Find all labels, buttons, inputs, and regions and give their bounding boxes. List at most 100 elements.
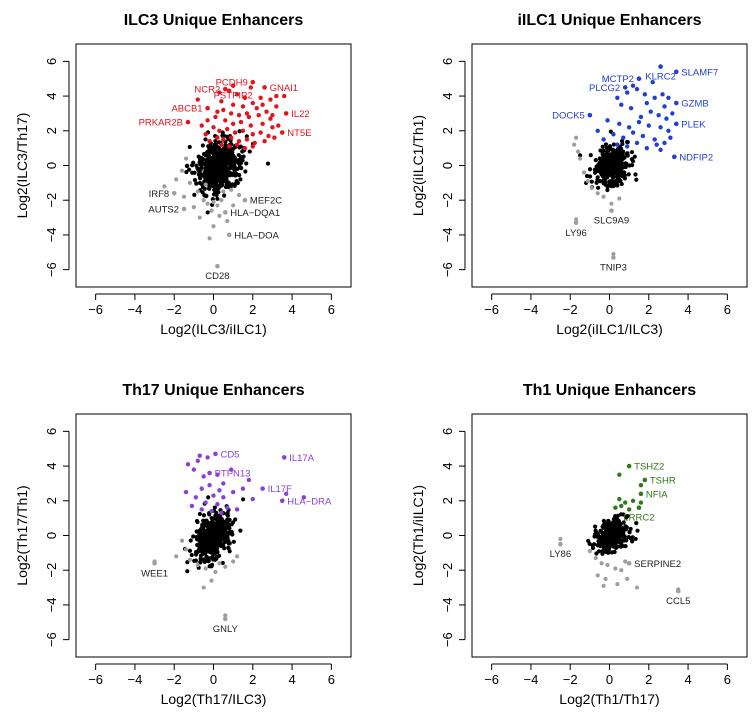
point-highlighted bbox=[270, 112, 275, 118]
point bbox=[605, 187, 610, 193]
point bbox=[596, 185, 601, 190]
point bbox=[616, 526, 621, 531]
point bbox=[192, 170, 197, 175]
point-highlighted bbox=[624, 144, 630, 149]
point bbox=[232, 169, 237, 174]
point-highlighted bbox=[270, 125, 275, 130]
point-highlighted bbox=[193, 495, 199, 500]
point bbox=[616, 168, 621, 173]
point-highlighted bbox=[624, 90, 630, 95]
point bbox=[223, 143, 228, 148]
point-outlier bbox=[195, 189, 200, 194]
point bbox=[603, 182, 608, 187]
point-highlighted bbox=[250, 496, 255, 502]
point-labeled bbox=[636, 505, 642, 511]
x-axis-label: Log2(ILC3/iILC1) bbox=[160, 321, 267, 337]
point-highlighted bbox=[652, 137, 657, 142]
point bbox=[218, 153, 223, 158]
point bbox=[609, 538, 614, 543]
y-tick-label: 6 bbox=[44, 428, 59, 435]
point-labeled bbox=[558, 541, 563, 547]
x-tick-label: 2 bbox=[645, 302, 652, 317]
y-axis-label: Log2(Th1/iILC1) bbox=[410, 485, 426, 586]
point-outlier bbox=[581, 170, 587, 175]
point-highlighted bbox=[240, 486, 246, 491]
point bbox=[629, 536, 634, 541]
gene-label: PLEK bbox=[681, 119, 706, 130]
point-highlighted bbox=[272, 135, 277, 140]
gene-label: CD5 bbox=[220, 449, 239, 460]
y-tick-label: 0 bbox=[44, 162, 59, 169]
point bbox=[265, 161, 271, 166]
point-highlighted bbox=[630, 130, 636, 135]
point bbox=[201, 513, 207, 518]
point bbox=[211, 521, 217, 526]
point-outlier bbox=[191, 205, 196, 210]
point bbox=[227, 541, 232, 546]
point bbox=[603, 528, 609, 533]
gene-label: IL22 bbox=[291, 109, 310, 120]
point-highlighted bbox=[217, 90, 222, 95]
point-outlier bbox=[217, 561, 222, 566]
point bbox=[613, 158, 618, 164]
point-highlighted bbox=[225, 126, 230, 132]
point-highlighted bbox=[215, 502, 220, 507]
point-labeled bbox=[260, 486, 265, 491]
point bbox=[595, 175, 600, 180]
point-outlier bbox=[617, 196, 622, 201]
point bbox=[621, 512, 626, 517]
gene-label: NFIA bbox=[646, 489, 668, 500]
point-highlighted bbox=[230, 489, 236, 495]
point bbox=[619, 157, 624, 163]
point-highlighted bbox=[217, 488, 222, 493]
x-tick-label: −2 bbox=[563, 302, 578, 317]
point-highlighted bbox=[283, 491, 289, 497]
point bbox=[212, 174, 218, 179]
point-highlighted bbox=[219, 510, 224, 516]
x-tick-label: 6 bbox=[328, 672, 335, 687]
panel-iilc1: iILC1 Unique Enhancers Log2(iILC1/ILC3) Lo… bbox=[410, 12, 748, 337]
point bbox=[220, 532, 225, 537]
point bbox=[212, 142, 218, 147]
point bbox=[603, 142, 609, 147]
point-outlier bbox=[599, 561, 604, 566]
point-highlighted bbox=[613, 505, 618, 510]
point-highlighted bbox=[254, 106, 259, 111]
point-highlighted bbox=[646, 123, 651, 128]
point bbox=[595, 531, 600, 536]
point bbox=[594, 169, 599, 174]
gene-label: NDFIP2 bbox=[679, 152, 713, 163]
point bbox=[220, 560, 225, 566]
x-tick-label: 6 bbox=[724, 672, 731, 687]
y-tick-label: 4 bbox=[44, 92, 59, 99]
point bbox=[214, 181, 219, 187]
y-tick-label: −2 bbox=[44, 563, 59, 578]
x-tick-label: 0 bbox=[606, 302, 613, 317]
point-highlighted bbox=[225, 505, 230, 510]
point-labeled bbox=[673, 100, 679, 106]
point bbox=[604, 523, 609, 528]
point-outlier bbox=[195, 562, 200, 568]
point-labeled bbox=[587, 112, 593, 118]
point-labeled bbox=[207, 470, 212, 476]
point bbox=[232, 155, 238, 161]
point bbox=[187, 548, 193, 553]
point-highlighted bbox=[246, 477, 252, 483]
point-outlier bbox=[577, 156, 583, 161]
point bbox=[203, 162, 208, 167]
point-highlighted bbox=[201, 474, 206, 479]
x-tick-label: −4 bbox=[128, 302, 143, 317]
point-highlighted bbox=[282, 93, 287, 99]
point bbox=[202, 546, 207, 551]
point bbox=[601, 168, 606, 173]
point-outlier bbox=[589, 185, 594, 191]
point bbox=[600, 551, 605, 556]
point bbox=[213, 542, 218, 547]
point bbox=[238, 528, 243, 533]
point bbox=[207, 172, 212, 178]
point-highlighted bbox=[228, 135, 234, 140]
point-highlighted bbox=[666, 128, 671, 133]
point bbox=[214, 547, 219, 552]
point bbox=[232, 183, 237, 188]
